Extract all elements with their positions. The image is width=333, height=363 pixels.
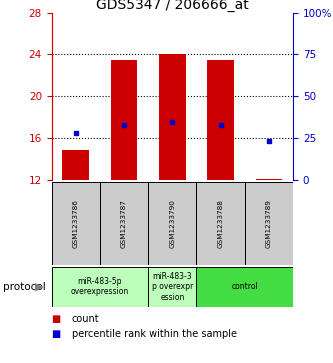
Bar <box>196 182 245 265</box>
Bar <box>63 150 89 180</box>
Text: GSM1233788: GSM1233788 <box>217 199 224 248</box>
Text: protocol: protocol <box>3 282 46 292</box>
Title: GDS5347 / 206666_at: GDS5347 / 206666_at <box>96 0 249 12</box>
Text: control: control <box>231 282 258 291</box>
Bar <box>148 267 196 307</box>
Bar <box>159 54 185 180</box>
Text: GSM1233789: GSM1233789 <box>266 199 272 248</box>
Text: GSM1233787: GSM1233787 <box>121 199 127 248</box>
Text: GSM1233786: GSM1233786 <box>73 199 79 248</box>
Text: GSM1233790: GSM1233790 <box>169 199 175 248</box>
Text: percentile rank within the sample: percentile rank within the sample <box>72 329 236 339</box>
Text: miR-483-5p
overexpression: miR-483-5p overexpression <box>71 277 129 297</box>
Bar <box>256 179 282 180</box>
Text: ▶: ▶ <box>35 282 44 292</box>
Text: miR-483-3
p overexpr
ession: miR-483-3 p overexpr ession <box>152 272 193 302</box>
Bar <box>196 267 293 307</box>
Text: count: count <box>72 314 99 325</box>
Text: ■: ■ <box>52 314 61 325</box>
Bar <box>245 182 293 265</box>
Bar <box>111 60 137 180</box>
Bar <box>100 182 148 265</box>
Bar <box>207 60 234 180</box>
Bar <box>148 182 196 265</box>
Bar <box>52 182 100 265</box>
Bar <box>52 267 148 307</box>
Text: ■: ■ <box>52 329 61 339</box>
